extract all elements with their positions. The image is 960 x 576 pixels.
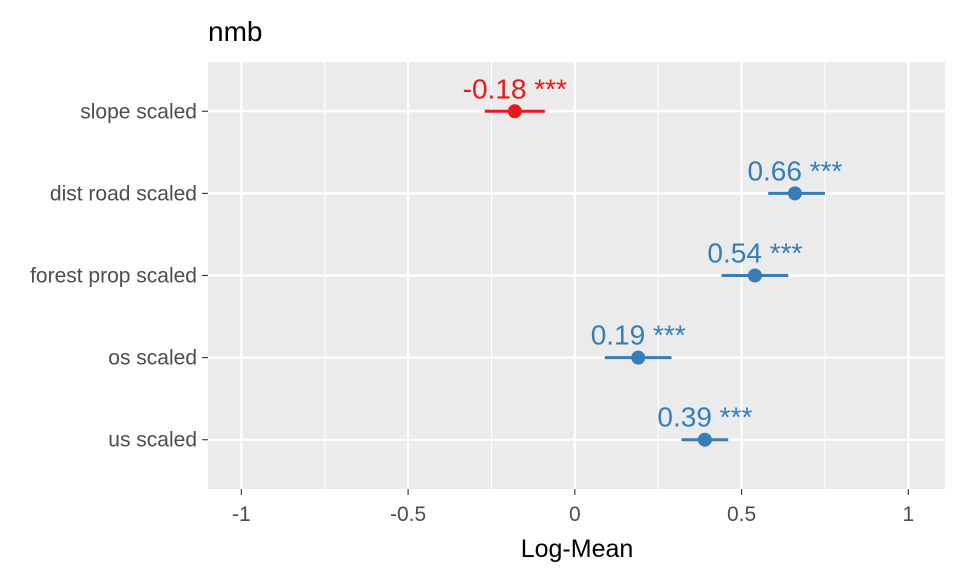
data-marks: -0.18 *** 0.66 *** 0.54 *** 0.19 *** 0.39 **… [463,73,843,447]
data-label: 0.66 *** [747,155,842,186]
y-tick-label: forest prop scaled [30,265,197,288]
estimate-point [697,432,712,447]
y-tick-label: us scaled [108,429,197,452]
x-tick-label: 0.5 [727,503,756,526]
x-tick-label: 0 [569,503,581,526]
y-tick-label: slope scaled [80,100,197,123]
x-tick-label: 1 [902,503,914,526]
y-axis: slope scaled dist road scaled forest prop … [30,100,208,452]
estimate-point [631,350,646,365]
estimate-point [787,186,802,201]
data-label: -0.18 *** [463,73,567,104]
y-tick-label: dist road scaled [50,182,197,205]
data-label: 0.54 *** [707,238,802,269]
data-label: 0.39 *** [657,402,752,433]
x-axis: -1 -0.5 0 0.5 1 [232,489,914,526]
y-tick-label: os scaled [108,347,197,370]
data-label: 0.19 *** [591,320,686,351]
estimate-point [507,104,522,119]
x-tick-label: -1 [232,503,251,526]
estimate-point [747,268,762,283]
x-axis-title: Log-Mean [521,535,634,563]
x-tick-label: -0.5 [390,503,426,526]
chart-title: nmb [208,16,262,47]
